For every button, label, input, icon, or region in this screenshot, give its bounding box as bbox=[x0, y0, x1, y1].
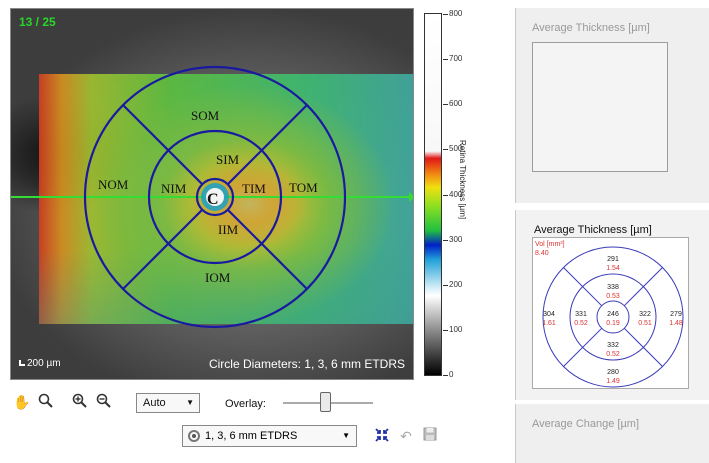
inner-inferior-thickness: 332 bbox=[607, 342, 619, 349]
fundus-image-view[interactable]: C SOM NOM TOM IOM SIM NIM TIM IIM 13 / 2… bbox=[10, 8, 414, 380]
zoom-out-icon[interactable] bbox=[94, 393, 114, 411]
center-thickness: 246 bbox=[607, 311, 619, 318]
colorbar-tick bbox=[443, 14, 448, 15]
zoom-in-icon[interactable] bbox=[70, 393, 90, 411]
average-thickness-panel-empty: Average Thickness [µm] bbox=[515, 8, 709, 203]
grid-type-value: 1, 3, 6 mm ETDRS bbox=[205, 430, 298, 442]
sector-label-nim: NIM bbox=[161, 181, 187, 196]
volume-label: Vol [mm³] bbox=[535, 241, 565, 248]
sector-label-nom: NOM bbox=[98, 177, 129, 192]
colorbar-tick-label: 300 bbox=[449, 234, 463, 244]
grid-type-select[interactable]: 1, 3, 6 mm ETDRS ▼ bbox=[182, 425, 357, 447]
outer-superior-thickness: 291 bbox=[607, 256, 619, 263]
inner-circle bbox=[147, 129, 283, 265]
panel-title: Average Thickness [µm] bbox=[534, 224, 652, 236]
sector-label-sim: SIM bbox=[216, 152, 240, 167]
overlay-label: Overlay: bbox=[225, 398, 266, 410]
frame-counter: 13 / 25 bbox=[19, 15, 56, 29]
outer-inferior-thickness: 280 bbox=[607, 369, 619, 376]
sector-label-som: SOM bbox=[191, 108, 220, 123]
outer-temporal-volume: 1.48 bbox=[669, 320, 683, 327]
undo-icon[interactable]: ↶ bbox=[400, 428, 412, 444]
panel-title: Average Change [µm] bbox=[532, 418, 640, 430]
colorbar-tick bbox=[443, 329, 448, 331]
inner-temporal-volume: 0.51 bbox=[638, 320, 652, 327]
volume-value: 8.40 bbox=[535, 250, 549, 257]
colorbar-tick bbox=[443, 194, 448, 196]
chevron-down-icon: ▼ bbox=[186, 398, 194, 407]
center-circle bbox=[195, 177, 235, 217]
thickness-colorbar bbox=[424, 13, 442, 376]
save-icon[interactable] bbox=[420, 427, 440, 445]
chevron-down-icon: ▼ bbox=[342, 431, 350, 440]
panel-content-box bbox=[532, 42, 668, 172]
colorbar-tick bbox=[443, 59, 448, 61]
sector-label-tim: TIM bbox=[242, 181, 266, 196]
hand-icon[interactable]: ✋ bbox=[13, 394, 31, 410]
sector-label-iom: IOM bbox=[205, 270, 231, 285]
circle-diameters-caption: Circle Diameters: 1, 3, 6 mm ETDRS bbox=[208, 357, 405, 371]
zoom-select[interactable]: Auto ▼ bbox=[136, 393, 200, 413]
outer-inferior-volume: 1.49 bbox=[606, 378, 620, 385]
magnifier-icon[interactable] bbox=[36, 393, 56, 411]
colorbar-tick-label: 800 bbox=[449, 9, 463, 18]
colorbar-tick bbox=[443, 149, 448, 151]
colorbar-tick-label: 400 bbox=[449, 189, 463, 199]
colorbar-tick-label: 600 bbox=[449, 99, 463, 109]
fovea-center bbox=[206, 188, 224, 206]
etdrs-chart: 246 0.19 338 0.53 331 0.52 322 0.51 332 … bbox=[542, 246, 684, 388]
average-change-panel: Average Change [µm] bbox=[515, 404, 709, 463]
scale-bar: 200 µm bbox=[19, 358, 61, 369]
collapse-icon[interactable] bbox=[372, 427, 392, 445]
colorbar-tick-label: 0 bbox=[449, 370, 454, 379]
sector-label-iim: IIM bbox=[218, 222, 239, 237]
inner-temporal-thickness: 322 bbox=[639, 311, 651, 318]
scale-label: 200 µm bbox=[27, 358, 61, 369]
inner-nasal-thickness: 331 bbox=[575, 311, 587, 318]
overlay-slider-thumb[interactable] bbox=[320, 392, 331, 412]
center-label: C bbox=[207, 191, 219, 208]
colorbar-tick bbox=[443, 104, 448, 106]
colorbar-tick-label: 700 bbox=[449, 54, 463, 64]
scan-line-arrow bbox=[409, 192, 413, 202]
inner-superior-thickness: 338 bbox=[607, 284, 619, 291]
outer-superior-volume: 1.54 bbox=[606, 265, 620, 272]
inner-nasal-volume: 0.52 bbox=[574, 320, 588, 327]
colorbar-tick bbox=[443, 239, 448, 241]
colorbar-tick bbox=[443, 284, 448, 286]
bullseye-icon bbox=[188, 430, 200, 442]
colorbar-tick-label: 500 bbox=[449, 144, 463, 154]
scale-bar-icon bbox=[19, 360, 25, 366]
colorbar-tick-label: 100 bbox=[449, 324, 463, 334]
outer-nasal-thickness: 304 bbox=[543, 311, 555, 318]
colorbar-tick bbox=[443, 375, 448, 376]
outer-temporal-thickness: 279 bbox=[670, 311, 682, 318]
panel-title: Average Thickness [µm] bbox=[532, 22, 650, 34]
outer-nasal-volume: 1.61 bbox=[542, 320, 556, 327]
etdrs-thickness-map[interactable]: 246 0.19 338 0.53 331 0.52 322 0.51 332 … bbox=[532, 237, 689, 389]
inner-superior-volume: 0.53 bbox=[606, 293, 620, 300]
zoom-select-value: Auto bbox=[143, 397, 166, 409]
etdrs-grid-overlay: C SOM NOM TOM IOM SIM NIM TIM IIM bbox=[11, 65, 413, 329]
colorbar-title: Retina Thickness [µm] bbox=[458, 140, 467, 220]
sector-label-tom: TOM bbox=[289, 180, 318, 195]
colorbar-tick-label: 200 bbox=[449, 279, 463, 289]
outer-circle bbox=[83, 65, 347, 329]
inner-inferior-volume: 0.52 bbox=[606, 351, 620, 358]
center-volume: 0.19 bbox=[606, 320, 620, 327]
total-volume: Vol [mm³] 8.40 bbox=[535, 240, 565, 258]
